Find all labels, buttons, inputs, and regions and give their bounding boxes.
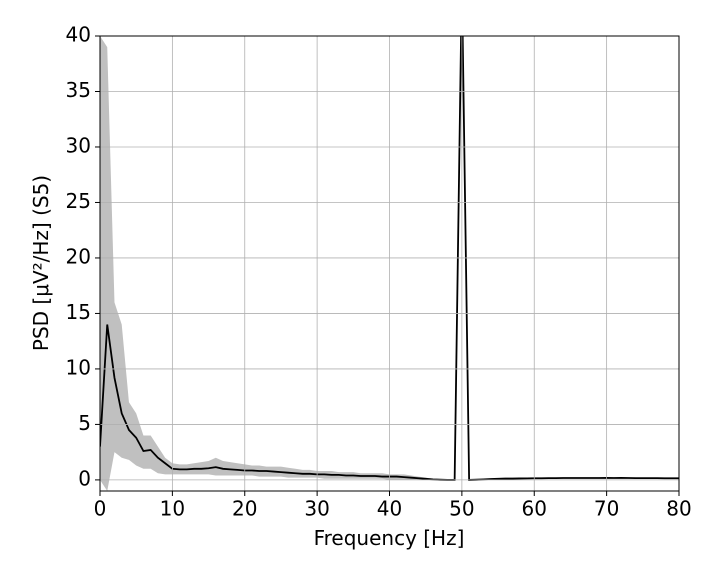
plot-frame bbox=[99, 35, 680, 492]
y-axis-label: PSD [μV²/Hz] (S5) bbox=[29, 175, 53, 351]
x-tick-label: 30 bbox=[304, 497, 329, 521]
y-tick-label: 35 bbox=[66, 78, 91, 102]
x-tick-label: 10 bbox=[160, 497, 185, 521]
x-axis-label: Frequency [Hz] bbox=[314, 526, 465, 550]
x-tick-label: 80 bbox=[666, 497, 691, 521]
y-tick-label: 20 bbox=[66, 244, 91, 268]
y-tick-label: 25 bbox=[66, 189, 91, 213]
y-tick-label: 30 bbox=[66, 133, 91, 157]
x-tick-label: 0 bbox=[94, 497, 107, 521]
confidence-band bbox=[100, 36, 441, 491]
x-tick-label: 70 bbox=[594, 497, 619, 521]
x-tick-label: 50 bbox=[449, 497, 474, 521]
y-tick-label: 10 bbox=[66, 355, 91, 379]
x-tick-label: 60 bbox=[522, 497, 547, 521]
x-tick-label: 40 bbox=[377, 497, 402, 521]
y-tick-label: 15 bbox=[66, 300, 91, 324]
y-tick-label: 5 bbox=[78, 411, 91, 435]
y-tick-label: 40 bbox=[66, 23, 91, 47]
x-tick-label: 20 bbox=[232, 497, 257, 521]
y-tick-label: 0 bbox=[78, 466, 91, 490]
